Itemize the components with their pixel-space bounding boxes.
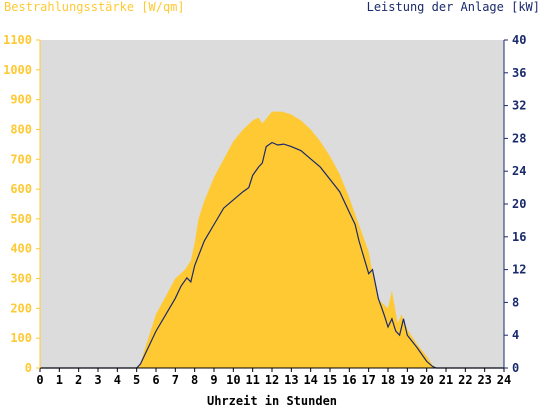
x-tick-label: 6	[152, 373, 159, 387]
x-tick-label: 9	[210, 373, 217, 387]
right-tick-label: 4	[512, 328, 519, 342]
right-tick-label: 16	[512, 230, 526, 244]
right-tick-label: 8	[512, 295, 519, 309]
x-tick-label: 13	[284, 373, 298, 387]
left-axis-title: Bestrahlungsstärke [W/qm]	[4, 0, 185, 14]
x-tick-label: 1	[56, 373, 63, 387]
x-tick-label: 4	[114, 373, 121, 387]
x-tick-label: 17	[361, 373, 375, 387]
irradiance-area-series	[40, 111, 504, 368]
left-tick-label: 600	[10, 182, 32, 196]
x-tick-label: 20	[419, 373, 433, 387]
left-tick-label: 500	[10, 212, 32, 226]
left-tick-label: 1000	[3, 63, 32, 77]
x-tick-label: 15	[323, 373, 337, 387]
left-tick-label: 100	[10, 331, 32, 345]
left-tick-label: 400	[10, 242, 32, 256]
x-tick-label: 24	[497, 373, 511, 387]
left-tick-label: 700	[10, 152, 32, 166]
right-tick-label: 40	[512, 33, 526, 47]
x-tick-label: 3	[94, 373, 101, 387]
x-tick-label: 8	[191, 373, 198, 387]
x-tick-label: 0	[36, 373, 43, 387]
x-tick-label: 2	[75, 373, 82, 387]
x-tick-label: 19	[400, 373, 414, 387]
x-tick-label: 11	[245, 373, 259, 387]
x-tick-label: 23	[477, 373, 491, 387]
x-tick-label: 5	[133, 373, 140, 387]
x-tick-label: 14	[303, 373, 317, 387]
left-tick-label: 800	[10, 122, 32, 136]
right-tick-label: 0	[512, 361, 519, 375]
left-tick-label: 0	[25, 361, 32, 375]
x-tick-label: 12	[265, 373, 279, 387]
right-tick-label: 36	[512, 66, 526, 80]
right-axis-title: Leistung der Anlage [kW]	[366, 0, 540, 14]
right-tick-label: 28	[512, 131, 526, 145]
x-axis-title: Uhrzeit in Stunden	[206, 394, 338, 408]
right-tick-label: 12	[512, 263, 526, 277]
x-tick-label: 16	[342, 373, 356, 387]
left-tick-label: 900	[10, 93, 32, 107]
left-tick-label: 300	[10, 272, 32, 286]
power-line-series	[40, 141, 504, 369]
right-tick-label: 32	[512, 99, 526, 113]
left-tick-label: 1100	[3, 33, 32, 47]
right-tick-label: 20	[512, 197, 526, 211]
x-tick-label: 18	[381, 373, 395, 387]
left-tick-label: 200	[10, 301, 32, 315]
x-tick-label: 10	[226, 373, 240, 387]
x-tick-label: 22	[458, 373, 472, 387]
x-tick-label: 7	[172, 373, 179, 387]
x-tick-label: 21	[439, 373, 453, 387]
right-tick-label: 24	[512, 164, 526, 178]
